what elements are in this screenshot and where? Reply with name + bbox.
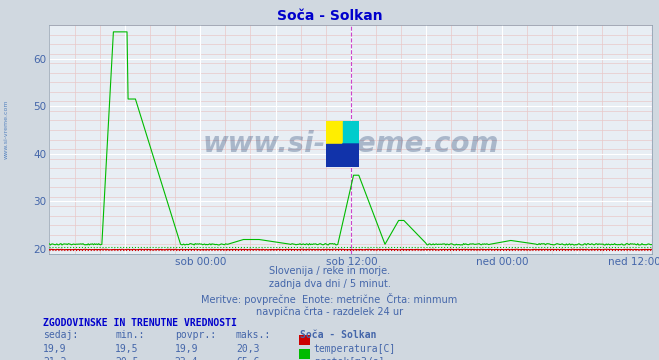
Text: 21,2: 21,2 bbox=[43, 357, 67, 360]
Text: pretok[m3/s]: pretok[m3/s] bbox=[314, 357, 384, 360]
Text: 20,3: 20,3 bbox=[236, 343, 260, 354]
Text: 19,9: 19,9 bbox=[43, 343, 67, 354]
Polygon shape bbox=[343, 121, 359, 144]
Text: Soča - Solkan: Soča - Solkan bbox=[277, 9, 382, 23]
Text: 19,5: 19,5 bbox=[115, 343, 139, 354]
Text: www.si-vreme.com: www.si-vreme.com bbox=[203, 130, 499, 158]
Text: 23,4: 23,4 bbox=[175, 357, 198, 360]
Text: temperatura[C]: temperatura[C] bbox=[314, 343, 396, 354]
Bar bbox=[326, 121, 343, 144]
Text: ZGODOVINSKE IN TRENUTNE VREDNOSTI: ZGODOVINSKE IN TRENUTNE VREDNOSTI bbox=[43, 318, 237, 328]
Text: Slovenija / reke in morje.: Slovenija / reke in morje. bbox=[269, 266, 390, 276]
Text: zadnja dva dni / 5 minut.: zadnja dva dni / 5 minut. bbox=[269, 279, 390, 289]
Text: maks.:: maks.: bbox=[236, 330, 271, 340]
Text: 20,5: 20,5 bbox=[115, 357, 139, 360]
Text: Meritve: povprečne  Enote: metrične  Črta: minmum: Meritve: povprečne Enote: metrične Črta:… bbox=[202, 293, 457, 305]
Polygon shape bbox=[343, 144, 359, 167]
Text: 19,9: 19,9 bbox=[175, 343, 198, 354]
Text: povpr.:: povpr.: bbox=[175, 330, 215, 340]
Text: navpična črta - razdelek 24 ur: navpična črta - razdelek 24 ur bbox=[256, 307, 403, 317]
Text: sedaj:: sedaj: bbox=[43, 330, 78, 340]
Bar bbox=[326, 144, 359, 167]
Bar bbox=[343, 121, 359, 144]
Text: min.:: min.: bbox=[115, 330, 145, 340]
Text: www.si-vreme.com: www.si-vreme.com bbox=[4, 100, 9, 159]
Text: 65,6: 65,6 bbox=[236, 357, 260, 360]
Text: Soča - Solkan: Soča - Solkan bbox=[300, 330, 376, 340]
